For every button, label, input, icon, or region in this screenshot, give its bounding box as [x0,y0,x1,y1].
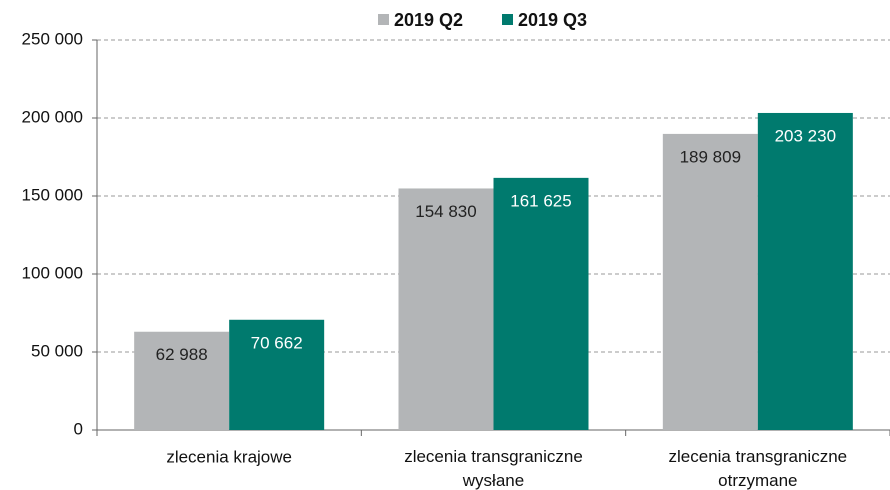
y-tick-label: 250 000 [22,29,83,48]
x-tick-label: zlecenia krajowe [166,447,292,466]
bar [662,133,758,431]
data-label: 70 662 [251,333,303,352]
bar [134,331,230,430]
legend-label: 2019 Q2 [394,10,463,30]
y-tick-label: 0 [74,419,83,438]
bar [398,188,494,430]
y-tick-label: 100 000 [22,263,83,282]
data-label: 189 809 [680,147,741,166]
x-tick-label: zlecenia transgraniczne wysłane [404,447,583,490]
data-label: 203 230 [775,126,836,145]
data-label: 161 625 [510,191,571,210]
data-label: 62 988 [156,345,208,364]
x-tick-label: zlecenia transgraniczne otrzymane [669,447,848,490]
bar [757,112,853,431]
bar [493,177,589,430]
y-tick-label: 150 000 [22,185,83,204]
legend-swatch [378,14,389,25]
legend-label: 2019 Q3 [518,10,587,30]
data-label: 154 830 [415,202,476,221]
y-tick-label: 50 000 [31,341,83,360]
bar [229,319,325,430]
legend-swatch [502,14,513,25]
y-tick-label: 200 000 [22,107,83,126]
